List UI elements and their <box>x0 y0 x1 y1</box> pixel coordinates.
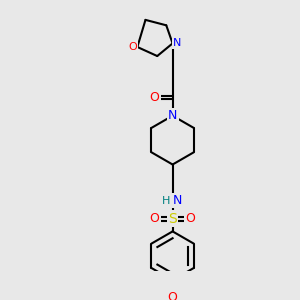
Text: O: O <box>186 212 196 225</box>
Text: H: H <box>162 196 170 206</box>
Text: N: N <box>173 38 181 48</box>
Text: N: N <box>168 109 177 122</box>
Text: N: N <box>172 194 182 207</box>
Text: O: O <box>128 42 137 52</box>
Text: O: O <box>150 91 160 104</box>
Text: O: O <box>150 212 160 225</box>
Text: S: S <box>168 212 177 226</box>
Text: O: O <box>168 291 178 300</box>
